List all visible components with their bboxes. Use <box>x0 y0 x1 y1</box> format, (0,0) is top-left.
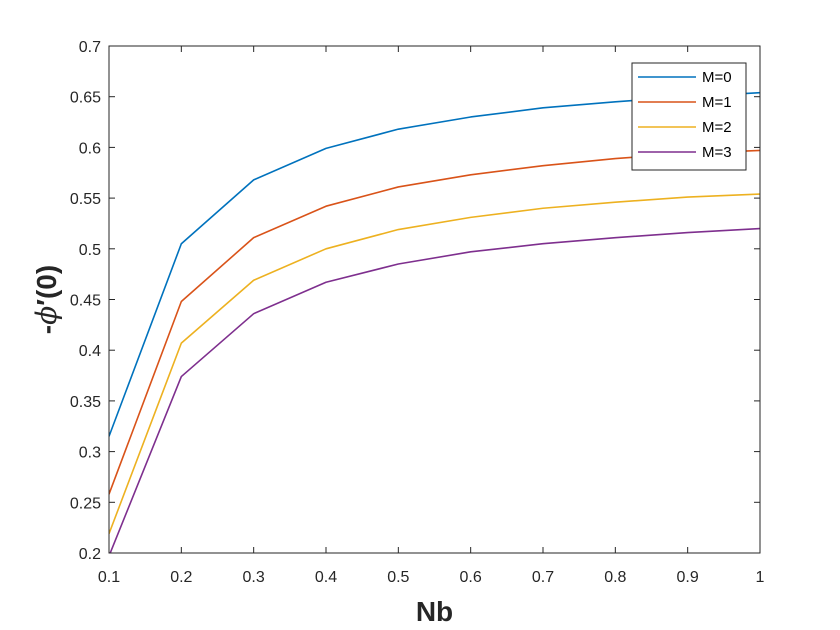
x-tick-label: 0.9 <box>677 569 699 586</box>
x-tick-label: 0.2 <box>170 569 192 586</box>
legend-label-m0: M=0 <box>702 69 732 86</box>
y-tick-label: 0.6 <box>79 140 101 157</box>
x-tick-label: 0.1 <box>98 569 120 586</box>
x-tick-label: 0.6 <box>460 569 482 586</box>
x-tick-label: 0.4 <box>315 569 337 586</box>
y-tick-label: 0.4 <box>79 343 101 360</box>
y-axis-title-symbol: ϕ <box>30 306 63 325</box>
legend-label-m2: M=2 <box>702 119 732 136</box>
x-tick-label: 0.5 <box>387 569 409 586</box>
x-tick-label: 1 <box>756 569 765 586</box>
y-tick-label: 0.2 <box>79 546 101 563</box>
line-chart: 0.1 0.2 0.3 0.4 0.5 0.6 0.7 0.8 0.9 1 0.2 0.25 0.3 0.… <box>0 0 840 630</box>
y-tick-label: 0.65 <box>70 90 101 107</box>
y-tick-label: 0.5 <box>79 242 101 259</box>
x-axis-title: Nb <box>416 596 453 627</box>
legend-label-m3: M=3 <box>702 144 732 161</box>
x-tick-label: 0.7 <box>532 569 554 586</box>
legend-label-m1: M=1 <box>702 94 732 111</box>
y-tick-label: 0.3 <box>79 445 101 462</box>
x-tick-label: 0.3 <box>243 569 265 586</box>
legend: M=0 M=1 M=2 M=3 <box>632 63 746 170</box>
y-axis-title-prefix: - <box>31 325 62 334</box>
y-tick-label: 0.55 <box>70 191 101 208</box>
y-tick-label: 0.35 <box>70 394 101 411</box>
y-axis-title: -ϕ′(0) <box>30 265 63 334</box>
x-tick-label: 0.8 <box>604 569 626 586</box>
y-axis-title-arg: (0) <box>31 265 62 299</box>
y-tick-label: 0.7 <box>79 39 101 56</box>
y-tick-label: 0.25 <box>70 495 101 512</box>
y-tick-label: 0.45 <box>70 293 101 310</box>
